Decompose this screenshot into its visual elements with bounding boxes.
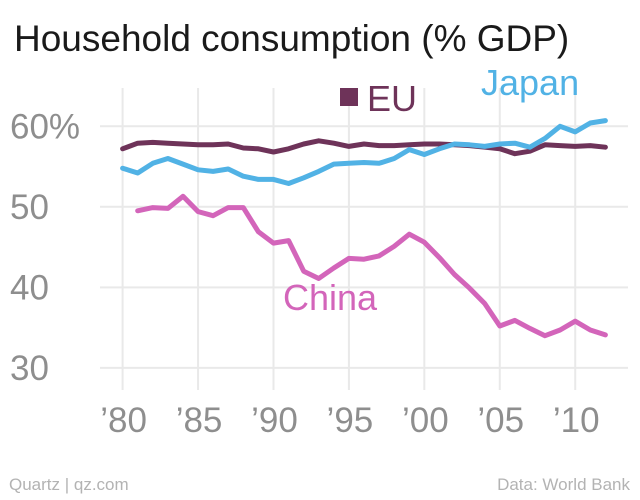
x-axis-ticks: ’80 ’85 ’90 ’95 ’00 ’05 ’10 (100, 401, 599, 440)
legend-swatch-eu (340, 88, 358, 106)
chart-title: Household consumption (% GDP) (14, 18, 569, 59)
x-tick-label: ’95 (327, 401, 374, 440)
series-label-japan: Japan (481, 62, 579, 103)
series-labels: EU Japan China (283, 62, 579, 318)
series-line-china (135, 193, 608, 339)
x-tick-label: ’85 (176, 401, 223, 440)
y-axis-ticks: 60% 50 40 30 (10, 107, 80, 388)
series-lines (120, 118, 608, 339)
x-tick-label: ’80 (100, 401, 147, 440)
footer-source-credit: Quartz | qz.com (9, 475, 129, 494)
series-label-eu: EU (367, 78, 417, 119)
footer-data-credit: Data: World Bank (497, 475, 630, 494)
y-tick-label: 30 (10, 349, 49, 388)
series-line-japan (120, 118, 608, 186)
x-tick-label: ’05 (477, 401, 524, 440)
grid-lines (100, 88, 628, 390)
y-tick-label: 50 (10, 188, 49, 227)
y-tick-label: 40 (10, 268, 49, 307)
y-tick-label: 60% (10, 107, 80, 146)
x-tick-label: ’10 (553, 401, 600, 440)
x-tick-label: ’90 (251, 401, 298, 440)
x-tick-label: ’00 (402, 401, 449, 440)
series-label-china: China (283, 277, 378, 318)
series-line-eu (120, 138, 608, 157)
